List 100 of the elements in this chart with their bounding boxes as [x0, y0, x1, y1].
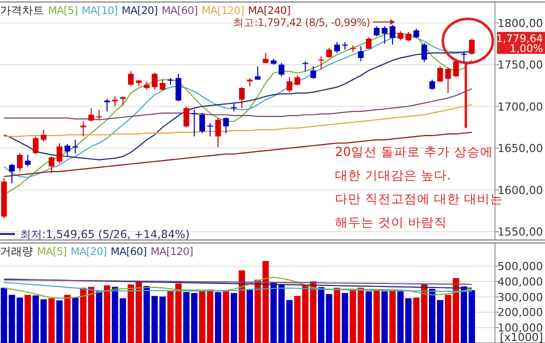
bar [342, 293, 348, 343]
candlestick [215, 118, 221, 148]
candlestick [176, 73, 182, 102]
y-tick-label: 500,000 [498, 260, 543, 274]
bar [366, 291, 372, 343]
candlestick [278, 62, 284, 77]
y-tick-label: 1700,00 [498, 100, 543, 114]
annotation: 최저:1,549,65 (5/26, +14,84%) [20, 228, 190, 241]
bar [222, 291, 230, 343]
bar [64, 294, 71, 343]
candlestick [48, 156, 54, 174]
candlestick [318, 56, 324, 70]
bar [167, 290, 174, 343]
text: MA[5] [37, 246, 67, 258]
candlestick [104, 98, 110, 112]
bar [96, 291, 102, 343]
candlestick [128, 70, 134, 87]
bar [389, 290, 396, 343]
candlestick [286, 76, 292, 93]
bar [246, 290, 253, 343]
bar [381, 291, 388, 343]
bar [72, 298, 79, 343]
y-tick-label: 1650,00 [498, 142, 543, 156]
candlestick [120, 96, 126, 106]
bar [374, 290, 380, 343]
candlestick [239, 86, 245, 109]
bar [444, 294, 452, 343]
candlestick [88, 108, 94, 122]
bar [24, 294, 31, 343]
y-tick-label: 1600,00 [498, 184, 543, 197]
candlestick [445, 67, 451, 94]
candlestick [398, 30, 404, 41]
candlestick [160, 79, 166, 92]
candlestick [421, 42, 428, 63]
text: MA[120] [150, 246, 194, 258]
chart-title: 가격차트 [0, 4, 44, 17]
candlestick [310, 66, 316, 80]
text: MA[60] [110, 246, 147, 258]
candlestick [429, 79, 436, 90]
y-tick-label: 400,000 [498, 275, 543, 288]
bar [48, 298, 55, 343]
candlestick [184, 106, 190, 128]
candlestick [366, 36, 372, 50]
candlestick [262, 52, 269, 64]
candlestick [468, 38, 475, 56]
candlestick [40, 129, 46, 142]
candlestick [191, 109, 198, 137]
annotation: 해두는 것이 바람직 [335, 214, 447, 230]
candlestick [112, 96, 118, 107]
bar [230, 293, 238, 343]
candlestick [294, 74, 300, 86]
text: 1,00% [510, 42, 544, 55]
text: MA[120] [202, 5, 244, 17]
candlestick [302, 60, 308, 72]
candlestick [56, 142, 62, 164]
candlestick [374, 26, 380, 37]
candlestick [382, 26, 388, 44]
text: MA[5] [48, 5, 78, 17]
y-tick-label: 1800,00 [498, 16, 543, 30]
bar [175, 284, 182, 343]
y-tick-label: 200,000 [498, 306, 543, 320]
candlestick [207, 122, 213, 137]
candlestick [326, 47, 332, 58]
candlestick [24, 154, 31, 168]
bar [286, 300, 293, 343]
candlestick [406, 32, 412, 42]
line-series [3, 276, 472, 299]
bar [238, 270, 246, 343]
candlestick [358, 46, 364, 62]
candlestick [96, 109, 102, 120]
text: MA[240] [248, 5, 291, 17]
text: 1,779,64 [496, 32, 544, 45]
annotation: 최고:1,797,42 (8/5, -0,99%) [233, 17, 370, 29]
candlestick [437, 66, 443, 83]
candlestick [413, 28, 420, 38]
candlestick [334, 42, 340, 54]
text: MA[20] [70, 246, 107, 258]
candlestick [72, 139, 78, 154]
bar [56, 300, 63, 343]
annotation: 대한 기대감은 높다. [335, 168, 451, 182]
bar [214, 292, 222, 343]
bar [104, 285, 110, 343]
candlestick [152, 72, 158, 90]
y-axis-title: [x1000] [500, 331, 543, 343]
candlestick [390, 24, 396, 46]
y-tick-label: 1550,00 [498, 226, 543, 239]
candlestick [16, 152, 23, 172]
candlestick [461, 52, 467, 64]
candlestick [223, 116, 229, 134]
text: MA[60] [162, 5, 198, 17]
candlestick [80, 120, 86, 137]
text: MA[10] [82, 5, 118, 17]
text: MA[20] [122, 5, 158, 17]
y-tick-label: 1750,00 [498, 58, 543, 72]
candlestick [9, 164, 15, 184]
line-series [3, 278, 472, 289]
candlestick [199, 112, 206, 134]
bar [334, 288, 340, 343]
line-series [3, 282, 472, 292]
candlestick [64, 143, 70, 157]
